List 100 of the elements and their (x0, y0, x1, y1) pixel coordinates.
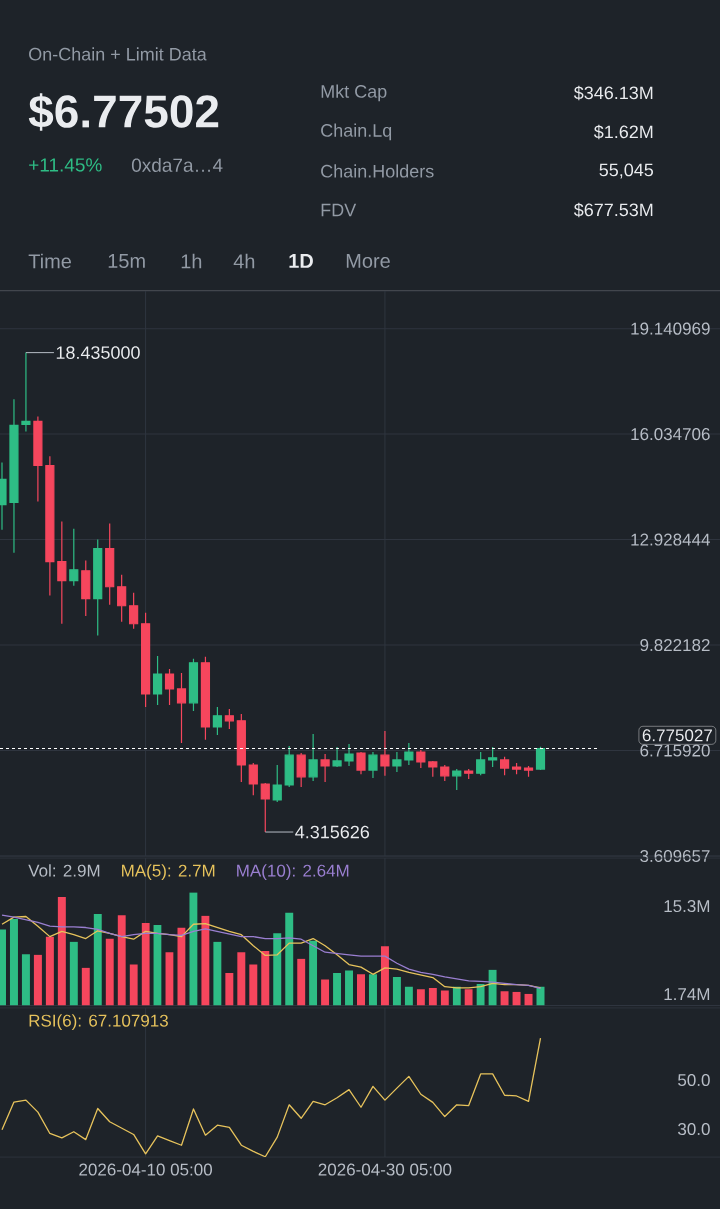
y-tick-label: 12.928444 (631, 533, 710, 546)
bar (440, 990, 449, 1006)
bar (201, 915, 210, 1006)
candlestick (500, 756, 510, 776)
bar (357, 974, 365, 1006)
text: On-Chain + Limit Data (29, 47, 207, 61)
y-tick-label: 3.609657 (640, 849, 710, 863)
bar (309, 940, 318, 1006)
candlestick (176, 672, 187, 744)
bar (536, 986, 545, 1006)
candlestick (392, 751, 402, 773)
candlestick (81, 559, 91, 617)
candlestick (428, 760, 438, 778)
candlestick (368, 751, 378, 779)
candlestick (260, 782, 270, 833)
bar (117, 915, 126, 1006)
bar (213, 941, 222, 1006)
bar (21, 954, 30, 1006)
candlestick (380, 730, 390, 777)
candlestick (476, 751, 486, 776)
text: +11.45% (29, 158, 102, 172)
candlestick (308, 733, 318, 782)
candlestick (212, 706, 222, 736)
text: 55,045 (599, 163, 654, 179)
candlestick (332, 746, 342, 768)
bar (57, 896, 66, 1006)
candlestick (152, 655, 163, 706)
text: More (346, 254, 390, 268)
text: MA(10): 2.64M (237, 864, 349, 881)
candlestick (452, 768, 462, 791)
bar (129, 964, 138, 1006)
y-tick-label: 15.3M (664, 900, 710, 913)
bar (81, 967, 90, 1006)
text: $677.53M (573, 202, 653, 218)
candlestick (511, 762, 522, 775)
candlestick (236, 713, 246, 783)
text: $6.77502 (28, 93, 219, 131)
text: 1D (289, 254, 313, 268)
text: RSI(6): 67.107913 (29, 1014, 168, 1031)
text: Chain.Holders (321, 164, 434, 178)
candlestick (224, 708, 234, 730)
candlestick (141, 612, 151, 708)
candlestick (488, 746, 498, 768)
text: FDV (321, 203, 357, 217)
bar (45, 936, 54, 1006)
candlestick (523, 765, 534, 778)
ref-line-label: 6.775027 (642, 729, 712, 742)
candlestick (344, 743, 354, 767)
candlestick (21, 352, 31, 433)
candlestick (200, 656, 211, 741)
y-tick-label: 30.0 (678, 1123, 710, 1136)
bar (93, 913, 102, 1006)
bar (33, 954, 42, 1006)
text: 15m (108, 254, 145, 268)
bar (9, 919, 18, 1006)
candlestick (416, 749, 426, 769)
bar (333, 973, 342, 1006)
candlestick (164, 668, 175, 706)
text: Chain.Lq (321, 123, 392, 141)
y-tick-label: 1.74M (664, 988, 710, 1001)
candlestick (248, 762, 258, 796)
series-label: Vol: 2.9M (28, 864, 100, 877)
candlestick (9, 398, 19, 554)
bar (225, 973, 234, 1006)
bar (428, 987, 437, 1006)
bar (321, 979, 330, 1006)
bar (404, 986, 413, 1006)
candlestick (188, 658, 199, 712)
text: 4h (233, 253, 255, 269)
bar (105, 938, 114, 1006)
text: Time (28, 253, 72, 269)
candlestick (129, 592, 139, 630)
y-tick-label: 9.822182 (640, 639, 710, 652)
candlestick (272, 764, 282, 803)
bar (392, 976, 401, 1006)
candlestick (69, 528, 79, 587)
x-tick-label: 2026-04-10 05:00 (79, 1163, 213, 1176)
bar (141, 922, 150, 1006)
candlestick (440, 764, 450, 782)
bar (345, 970, 354, 1006)
annotation: 18.435000 (56, 346, 140, 359)
y-tick-label: 16.034706 (631, 428, 710, 441)
candlestick (45, 455, 55, 597)
bar (368, 974, 377, 1006)
bar (177, 927, 186, 1006)
candlestick (57, 520, 67, 625)
candlestick (404, 742, 414, 766)
bar (237, 952, 246, 1006)
y-tick-label: 19.140969 (631, 322, 710, 335)
text: $346.13M (573, 85, 653, 101)
text: 1h (181, 253, 202, 269)
text: MA(5): 2.7M (122, 864, 215, 881)
candlestick (320, 753, 330, 783)
text: Mkt Cap (321, 84, 387, 102)
candlestick (296, 752, 306, 788)
candlestick (117, 574, 127, 623)
bar (380, 946, 389, 1006)
candlestick (535, 746, 546, 771)
annotation: 4.315626 (295, 825, 370, 839)
x-tick-label: 2026-04-30 05:00 (318, 1163, 452, 1176)
